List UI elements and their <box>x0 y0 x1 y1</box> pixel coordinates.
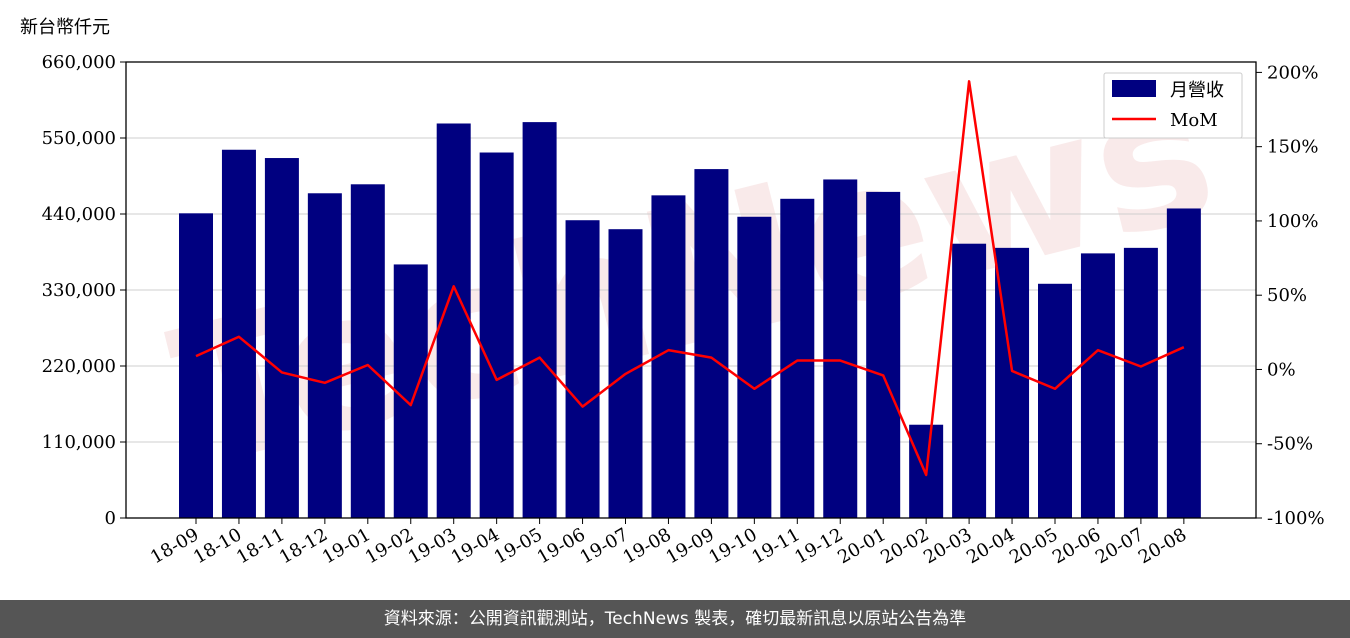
right-tick-label: 50% <box>1267 285 1307 306</box>
x-tick-label: 19-03 <box>405 524 460 568</box>
right-tick-label: 0% <box>1267 359 1296 380</box>
revenue-bar <box>307 193 342 519</box>
x-tick-label: 18-11 <box>233 524 288 568</box>
x-tick-label: 19-06 <box>534 524 589 568</box>
right-tick-label: 100% <box>1267 211 1318 232</box>
right-tick-label: -50% <box>1267 434 1313 455</box>
revenue-bar <box>866 191 901 518</box>
x-tick-label: 20-08 <box>1135 524 1190 568</box>
revenue-bar <box>522 122 557 518</box>
revenue-bar <box>1038 283 1072 518</box>
left-tick-label: 110,000 <box>42 432 116 453</box>
x-tick-label: 19-10 <box>705 524 760 568</box>
x-tick-label: 18-10 <box>190 524 245 568</box>
left-tick-label: 440,000 <box>42 204 116 225</box>
legend-label-mom: MoM <box>1170 110 1218 131</box>
right-axis: -100% -50% 0% 50% 100% 150% 200% <box>1256 62 1325 529</box>
revenue-bar <box>780 198 815 519</box>
bar-series <box>179 122 1201 519</box>
footer-text: 資料來源：公開資訊觀測站，TechNews 製表，確切最新訊息以原站公告為準 <box>383 609 967 629</box>
left-tick-label: 0 <box>105 508 116 529</box>
revenue-bar <box>221 149 256 518</box>
revenue-bar <box>179 213 213 519</box>
chart: TechNews 0110,000220,000330,000440,00055… <box>20 17 1325 568</box>
legend-swatch-revenue <box>1112 80 1156 97</box>
revenue-bar <box>952 243 987 518</box>
right-tick-label: -100% <box>1267 508 1325 529</box>
x-tick-label: 20-05 <box>1006 524 1061 568</box>
right-tick-label: 150% <box>1267 137 1318 158</box>
y-axis-unit-label: 新台幣仟元 <box>20 17 110 38</box>
revenue-bar <box>350 184 385 519</box>
x-tick-label: 20-02 <box>877 524 932 568</box>
revenue-bar <box>565 220 600 518</box>
x-tick-label: 19-04 <box>448 524 503 568</box>
x-tick-label: 19-08 <box>620 524 675 568</box>
x-tick-label: 18-09 <box>147 524 202 568</box>
x-tick-label: 19-12 <box>791 524 846 568</box>
revenue-bar <box>1166 208 1201 519</box>
x-tick-label: 20-04 <box>963 524 1018 568</box>
x-tick-label: 20-06 <box>1049 524 1104 568</box>
source-footer: 資料來源：公開資訊觀測站，TechNews 製表，確切最新訊息以原站公告為準 <box>0 600 1350 638</box>
revenue-bar <box>1080 253 1115 518</box>
left-tick-label: 660,000 <box>42 52 116 73</box>
revenue-bar <box>479 152 514 518</box>
x-axis: 18-0918-1018-1118-1219-0119-0219-0319-04… <box>147 518 1190 568</box>
legend-label-revenue: 月營收 <box>1170 80 1224 101</box>
revenue-bar <box>393 264 428 518</box>
x-tick-label: 18-12 <box>276 524 331 568</box>
revenue-bar <box>694 169 729 518</box>
x-tick-label: 19-07 <box>577 524 632 568</box>
left-tick-label: 330,000 <box>42 280 116 301</box>
revenue-bar <box>264 158 299 518</box>
x-tick-label: 19-05 <box>491 524 546 568</box>
x-tick-label: 20-03 <box>920 524 975 568</box>
x-tick-label: 19-09 <box>662 524 717 568</box>
left-axis: 0 110,000 220,000 330,000 440,000 550,000 660,… <box>42 52 126 529</box>
left-tick-label: 220,000 <box>42 356 116 377</box>
x-tick-label: 19-11 <box>748 524 803 568</box>
x-tick-label: 19-01 <box>319 524 374 568</box>
revenue-bar <box>823 179 858 519</box>
mom-line <box>195 80 1185 477</box>
x-tick-label: 20-07 <box>1092 524 1147 568</box>
x-tick-label: 20-01 <box>834 524 889 568</box>
left-tick-label: 550,000 <box>42 128 116 149</box>
revenue-bar <box>737 216 772 518</box>
legend: 月營收 MoM <box>1103 72 1243 139</box>
right-tick-label: 200% <box>1267 62 1318 83</box>
revenue-bar <box>1123 247 1158 518</box>
x-tick-label: 19-02 <box>362 524 417 568</box>
